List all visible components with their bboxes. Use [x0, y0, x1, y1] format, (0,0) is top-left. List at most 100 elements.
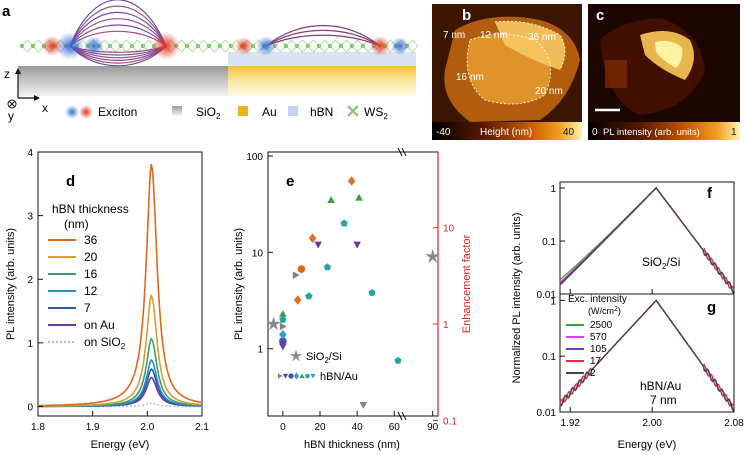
plot-e-ylabel: PL intensity (arb. units) [233, 228, 245, 340]
height-cbar-max: 40 [563, 127, 575, 138]
hbn-au-point [297, 265, 306, 273]
exciton-au [235, 36, 409, 56]
afm-label-16nm: 16 nm [456, 72, 484, 83]
afm-label-7nm: 7 nm [443, 30, 465, 41]
x-tick-label: 2.0 [140, 422, 154, 433]
spectrum-f-line [559, 186, 735, 294]
hbn-au-point [368, 289, 376, 296]
hbn-au-point [314, 241, 322, 249]
x-tick-label: 20 [314, 422, 326, 433]
panel-e: e 0 20 40 60 90 1 10 100 0.1 1 10 hBN thickness (n… [233, 147, 473, 451]
legend-e-marker [282, 373, 289, 379]
pl-cbar-max: 1 [731, 127, 737, 138]
y-tick-label: 1 [27, 339, 33, 350]
field-line-top [69, 11, 167, 47]
legend-e-hbn-au: hBN/Au [320, 371, 358, 383]
panel-b: b 7 nm 12 nm 36 nm 16 nm 20 nm -40 Heigh… [432, 4, 582, 140]
legend-au: Au [262, 105, 277, 119]
y-tick-label: 100 [246, 152, 263, 163]
panel-fg: f g 1 1 0.1 0.1 0.01 0.01 1.92 2.00 2.08 SiO2/Si… [511, 181, 744, 451]
plot-e-xlabel: hBN thickness (nm) [304, 439, 400, 451]
plot-e-legend: SiO2/Si hBN/Au [277, 349, 358, 383]
panel-label-g: g [707, 299, 716, 316]
hbn-au-point [279, 310, 287, 317]
y2-tick-label: 10 [443, 224, 455, 235]
panel-label-c: c [596, 7, 604, 24]
hbn-au-point [323, 263, 331, 271]
legend-hbn: hBN [310, 105, 333, 119]
legend-label: on SiO2 [84, 335, 126, 351]
hbn-au-point [279, 337, 287, 345]
hbn-au-point [292, 271, 300, 279]
legend-d-title-1: hBN thickness [52, 202, 129, 216]
plot-e-ticks: 0 20 40 60 90 1 10 100 0.1 1 10 [246, 152, 457, 433]
y-tick-label: 1 [257, 345, 263, 356]
plot-d-ylabel: PL intensity (arb. units) [5, 228, 17, 340]
x-tick-label: 90 [427, 422, 439, 433]
spectrum-line [38, 293, 202, 407]
hbn-au-point [279, 343, 287, 351]
plot-g-xlabel: Energy (eV) [618, 439, 677, 451]
plot-g-frame [559, 293, 735, 413]
x-tick-label: 2.00 [642, 418, 662, 429]
hbn-au-point [279, 315, 287, 323]
y-tick-label: 2 [27, 275, 33, 286]
panel-label-b: b [462, 7, 471, 24]
spectrum-g-line [559, 299, 735, 412]
spectrum-line [38, 164, 203, 407]
legend-e-marker [299, 373, 305, 379]
hbn-au-point [353, 241, 361, 249]
plot-f-ylabel: Normalized PL intensity (arb. units) [511, 213, 523, 384]
legend-label: on Au [84, 318, 115, 332]
afm-label-12nm: 12 nm [480, 30, 508, 41]
legend-e-marker [293, 372, 300, 380]
field-line-top [69, 0, 167, 47]
spectrum-g-line [559, 299, 735, 412]
height-colorbar [432, 122, 582, 140]
legend-ws2-icon [347, 105, 359, 117]
legend-e-marker [310, 373, 316, 379]
x-tick-label: 1.9 [86, 422, 100, 433]
pl-cbar-title: PL intensity (arb. units) [603, 127, 700, 138]
panel-a-legend: Exciton SiO2 Au hBN WS2 [65, 105, 388, 121]
au-substrate [228, 66, 416, 96]
ws2-bond [406, 39, 419, 53]
plot-fg-curves [559, 186, 735, 412]
hbn-au-point [305, 292, 313, 300]
y-tick-label: 0 [27, 402, 33, 413]
hbn-au-point [394, 356, 402, 364]
legend-d-title-2: (nm) [64, 217, 89, 231]
x-tick-label: 1.8 [31, 422, 45, 433]
afm-label-36nm: 36 nm [528, 32, 556, 43]
plot-e-y2label: Enhancement factor [461, 234, 473, 333]
field-line-au [265, 29, 381, 47]
hbn-au-point [293, 295, 302, 305]
y-tick-label-g: 1 [550, 296, 556, 307]
y-tick-label: 10 [252, 248, 264, 259]
spectrum-f-line [559, 186, 735, 294]
y-tick-label-f: 1 [550, 184, 556, 195]
height-cbar-min: -40 [436, 127, 451, 138]
x-tick-label: 40 [352, 422, 364, 433]
spectrum-g-line [559, 299, 735, 412]
field-line-au [265, 24, 381, 47]
plot-d-frame [37, 151, 203, 417]
legend-label: 16 [84, 267, 98, 281]
field-line-au [265, 34, 381, 47]
y2-tick-label: 1 [443, 320, 449, 331]
y2-tick-label: 0.1 [443, 416, 457, 427]
axis-x-label: x [42, 101, 48, 115]
hbn-layer [228, 52, 416, 66]
axes-icon: z x y [4, 67, 48, 123]
legend-label: 2500 [590, 320, 613, 331]
legend-exciton: Exciton [98, 105, 137, 119]
y-tick-label-g: 0.1 [542, 352, 556, 363]
hbn-au-point [308, 233, 317, 244]
sio2-substrate [18, 66, 228, 96]
hbn-au-point [355, 193, 363, 201]
legend-e-sio2: SiO2/Si [306, 351, 342, 365]
panel-label-d: d [66, 173, 75, 190]
x-tick-label: 0 [280, 422, 286, 433]
